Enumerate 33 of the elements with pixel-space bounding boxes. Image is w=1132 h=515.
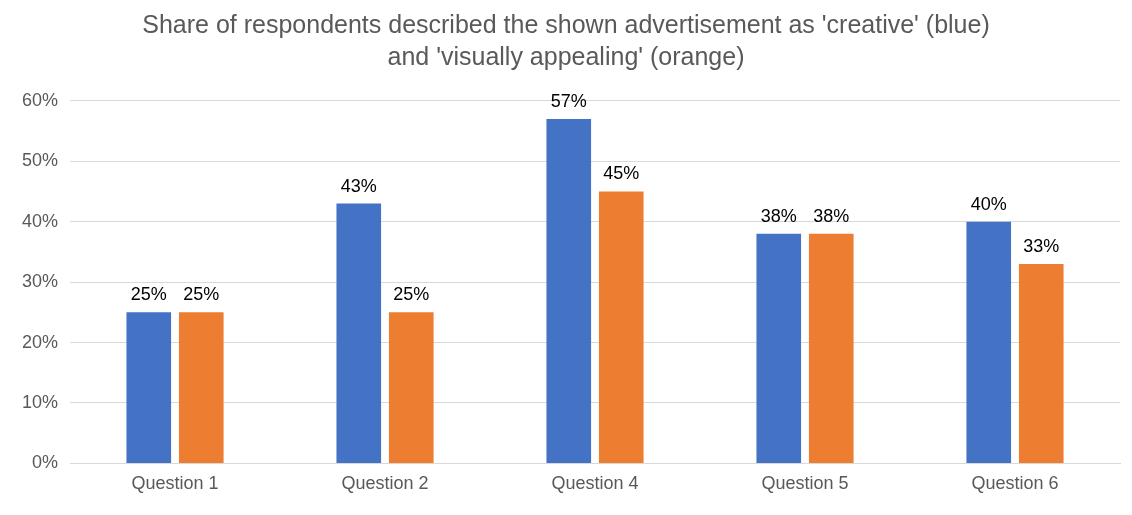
- x-tick-label: Question 5: [761, 473, 849, 494]
- bar: [388, 312, 434, 463]
- bar: [966, 221, 1012, 463]
- data-label: 25%: [130, 284, 167, 305]
- y-tick-label: 30%: [22, 271, 59, 292]
- bar: [808, 233, 854, 463]
- data-label: 43%: [340, 175, 377, 196]
- y-tick-label: 10%: [22, 391, 59, 412]
- bar: [598, 191, 644, 463]
- y-tick-label: 50%: [22, 150, 59, 171]
- bar: [1018, 263, 1064, 463]
- y-tick-label: 0%: [32, 452, 59, 473]
- data-label: 45%: [603, 163, 640, 184]
- y-tick-label: 40%: [22, 210, 59, 231]
- x-tick-label: Question 4: [551, 473, 639, 494]
- x-tick-label: Question 1: [131, 473, 219, 494]
- bar: [546, 118, 592, 463]
- data-label: 25%: [183, 284, 220, 305]
- bar: [336, 203, 382, 463]
- data-label: 38%: [760, 205, 797, 226]
- y-tick-label: 20%: [22, 331, 59, 352]
- data-label: 57%: [550, 90, 587, 111]
- y-tick-label: 60%: [22, 89, 59, 110]
- data-label: 38%: [813, 205, 850, 226]
- bar: [756, 233, 802, 463]
- data-label: 40%: [970, 193, 1007, 214]
- bar: [178, 312, 224, 463]
- bar: [126, 312, 172, 463]
- data-label: 33%: [1023, 235, 1060, 256]
- chart-title: Share of respondents described the shown advertisement as 'creative' (blue) and 'visually appealing' (orange): [141, 9, 991, 72]
- data-label: 25%: [393, 284, 430, 305]
- x-tick-label: Question 2: [341, 473, 429, 494]
- x-tick-label: Question 6: [971, 473, 1059, 494]
